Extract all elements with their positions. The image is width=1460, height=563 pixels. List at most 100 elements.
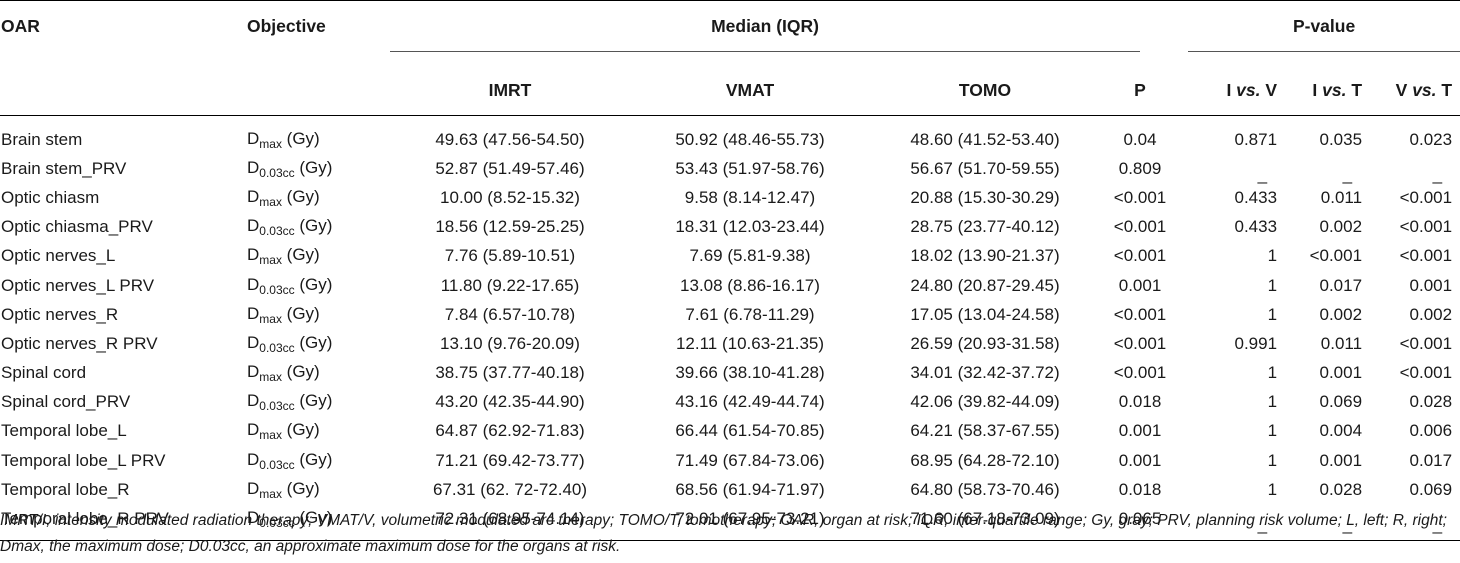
cell-vmat: 43.16 (42.49-44.74): [675, 392, 825, 412]
objective-base: D: [247, 128, 260, 148]
cell-oar: Temporal lobe_L: [1, 421, 127, 441]
cell-vmat: 7.61 (6.78-11.29): [685, 304, 815, 324]
cell-ivt-value: 0.028: [1319, 479, 1363, 499]
table-row: Temporal lobe_R Dmax (Gy) 67.31 (62. 72-72…: [0, 475, 1460, 504]
cell-vvt: <0.001: [1370, 242, 1460, 271]
cell-tomo: 26.59 (20.93-31.58): [910, 333, 1060, 353]
objective-subscript: 0.03cc: [259, 399, 295, 414]
cell-ivt: 0.069: [1285, 388, 1370, 417]
cell-ivv-value: 0.433: [1234, 217, 1278, 237]
cell-vvt: _: [1370, 154, 1460, 184]
cell-vvt-value: <0.001: [1399, 217, 1453, 237]
cell-vvt: 0.006: [1370, 417, 1460, 446]
cell-objective: D0.03cc (Gy): [245, 329, 390, 358]
ivt-pre: I: [1312, 80, 1323, 100]
cell-p: <0.001: [1113, 217, 1167, 237]
cell-ivv: 0.871: [1180, 116, 1285, 155]
cell-vmat: 72.01 (67.95-73.21): [675, 509, 825, 529]
dose-comparison-table: OAR Objective Median (IQR) P-value IMRT …: [0, 0, 1460, 541]
objective-base: D: [247, 186, 260, 206]
header-p: P: [1134, 80, 1146, 100]
vvt-post: T: [1436, 80, 1453, 100]
objective-base: D: [247, 303, 260, 323]
objective-unit: (Gy): [294, 508, 333, 528]
cell-p: 0.001: [1118, 450, 1162, 470]
table-row: Spinal cord_PRV D0.03cc (Gy) 43.20 (42.35-…: [0, 388, 1460, 417]
cell-vvt-value: 0.001: [1409, 275, 1453, 295]
cell-tomo: 24.80 (20.87-29.45): [910, 275, 1060, 295]
cell-imrt: 7.76 (5.89-10.51): [444, 246, 576, 266]
objective-base: D: [247, 157, 260, 177]
cell-tomo: 42.06 (39.82-44.09): [910, 392, 1060, 412]
cell-ivv: 1: [1180, 359, 1285, 388]
cell-vvt-value: <0.001: [1399, 333, 1453, 353]
cell-ivv-value: _: [1257, 515, 1268, 535]
cell-oar: Temporal lobe_R PRV: [1, 509, 169, 529]
table-footnote: IMRT/I, intensity modulated radiation th…: [0, 512, 1447, 555]
cell-vvt-value: _: [1432, 515, 1443, 535]
header-empty-objective: [245, 66, 390, 116]
cell-p: <0.001: [1113, 333, 1167, 353]
cell-p: <0.001: [1113, 187, 1167, 207]
cell-imrt: 38.75 (37.77-40.18): [435, 363, 585, 383]
table-row: Brain stem Dmax (Gy) 49.63 (47.56-54.50) 50…: [0, 116, 1460, 155]
cell-vvt-value: <0.001: [1399, 363, 1453, 383]
table-row: Spinal cord Dmax (Gy) 38.75 (37.77-40.18) 3…: [0, 359, 1460, 388]
cell-vvt: 0.023: [1370, 116, 1460, 155]
cell-ivt-value: _: [1342, 515, 1353, 535]
cell-ivt-value: 0.011: [1320, 333, 1363, 353]
cell-vvt-value: _: [1432, 164, 1443, 184]
cell-ivt-value: _: [1342, 164, 1353, 184]
cell-vvt-value: 0.017: [1409, 450, 1453, 470]
cell-vvt: 0.002: [1370, 300, 1460, 329]
cell-ivv: 1: [1180, 388, 1285, 417]
cell-p: 0.809: [1118, 158, 1162, 178]
cell-ivt: <0.001: [1285, 242, 1370, 271]
ivt-post: T: [1346, 80, 1363, 100]
ivv-post: V: [1260, 80, 1278, 100]
cell-p: 0.018: [1118, 392, 1162, 412]
cell-p: 0.001: [1118, 421, 1162, 441]
cell-ivv: _: [1180, 154, 1285, 184]
cell-ivv-value: 1: [1267, 392, 1278, 412]
table-row: Optic nerves_R Dmax (Gy) 7.84 (6.57-10.78)…: [0, 300, 1460, 329]
cell-imrt: 10.00 (8.52-15.32): [440, 187, 580, 207]
objective-unit: (Gy): [281, 128, 320, 148]
objective-base: D: [247, 508, 260, 528]
cell-ivt: 0.017: [1285, 271, 1370, 300]
cell-ivt-value: 0.002: [1319, 217, 1363, 237]
objective-subscript: max: [259, 370, 282, 385]
cell-vvt: <0.001: [1370, 329, 1460, 358]
cell-ivt-value: 0.011: [1320, 187, 1363, 207]
cell-ivt-value: 0.001: [1319, 363, 1363, 383]
header-oar: OAR: [1, 16, 40, 36]
cell-imrt: 7.84 (6.57-10.78): [444, 304, 576, 324]
cell-vvt: <0.001: [1370, 213, 1460, 242]
objective-unit: (Gy): [281, 478, 320, 498]
table-row: Temporal lobe_R PRV D0.03cc (Gy) 72.31 (68…: [0, 504, 1460, 541]
objective-base: D: [247, 391, 260, 411]
cell-ivt-value: 0.001: [1319, 450, 1363, 470]
cell-ivv-value: 1: [1267, 363, 1278, 383]
cell-ivv-value: _: [1257, 164, 1268, 184]
cell-tomo: 64.80 (58.73-70.46): [910, 479, 1060, 499]
objective-subscript: max: [259, 486, 282, 501]
cell-objective: D0.03cc (Gy): [245, 446, 390, 475]
objective-base: D: [247, 449, 260, 469]
cell-objective: Dmax (Gy): [245, 300, 390, 329]
cell-ivv-value: 1: [1267, 304, 1278, 324]
header-i-vs-v: I vs. V: [1180, 66, 1285, 116]
objective-subscript: 0.03cc: [259, 516, 295, 531]
cell-ivv: 1: [1180, 417, 1285, 446]
objective-unit: (Gy): [281, 186, 320, 206]
cell-imrt: 64.87 (62.92-71.83): [435, 421, 585, 441]
header-imrt: IMRT: [488, 80, 532, 100]
cell-oar: Optic nerves_R: [1, 304, 119, 324]
cell-tomo: 56.67 (51.70-59.55): [910, 158, 1060, 178]
cell-vvt-value: <0.001: [1399, 187, 1453, 207]
header-pvalue: P-value: [1180, 1, 1460, 67]
objective-base: D: [247, 420, 260, 440]
table-row: Temporal lobe_L PRV D0.03cc (Gy) 71.21 (69…: [0, 446, 1460, 475]
cell-vmat: 50.92 (48.46-55.73): [675, 129, 825, 149]
cell-ivv: 1: [1180, 446, 1285, 475]
